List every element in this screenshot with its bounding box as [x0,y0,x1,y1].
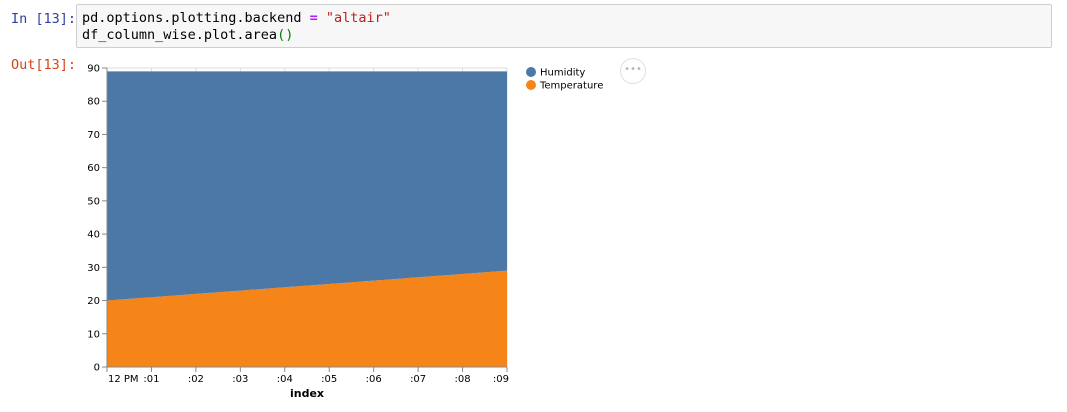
code-string: "altair" [325,10,391,26]
code-parens: () [277,27,294,43]
area-chart: 0 10 20 30 40 50 60 70 80 90 12 PM :01 :02 :03 :04 :05:… [87,64,603,401]
x-tick-label: :01 [143,374,159,385]
legend-symbol-humidity [526,67,536,77]
x-tick-label: :09 [493,374,509,385]
output-prompt: Out[13]: [10,57,76,73]
input-prompt: In [13]: [10,11,76,27]
x-tick-label: :07 [410,374,426,385]
code-line1-text: pd.options.plotting.backend [82,10,310,26]
legend-label-humidity: Humidity [540,68,585,79]
x-tick-label: :02 [188,374,204,385]
code-line2-text: df_column_wise.plot.area [82,27,278,43]
area-humidity [107,71,507,301]
code-space [318,10,326,26]
y-tick-label: 30 [87,263,100,274]
x-tick-label: 12 PM [108,374,139,385]
ellipsis-icon[interactable]: ••• [620,58,646,84]
legend-symbol-temperature [526,80,536,90]
x-tick-label: :03 [232,374,248,385]
x-tick-label: :06 [366,374,382,385]
code-editor[interactable]: pd.options.plotting.backend = "altair" d… [76,4,1052,48]
y-tick-label: 60 [87,163,100,174]
x-tick-label: :04 [277,374,293,385]
x-tick-label: :05 [321,374,337,385]
y-tick-label: 70 [87,130,100,141]
area-temperature [107,270,507,367]
legend-label-temperature: Temperature [539,81,603,92]
y-tick-label: 90 [87,64,100,75]
y-tick-label: 20 [87,296,100,307]
y-tick-label: 40 [87,230,100,241]
y-tick-label: 0 [94,363,100,374]
y-tick-label: 10 [87,329,100,340]
x-axis-title: index [290,387,324,400]
code-operator: = [309,10,318,26]
y-tick-label: 50 [87,196,100,207]
x-tick-label: :08 [455,374,471,385]
y-tick-label: 80 [87,97,100,108]
